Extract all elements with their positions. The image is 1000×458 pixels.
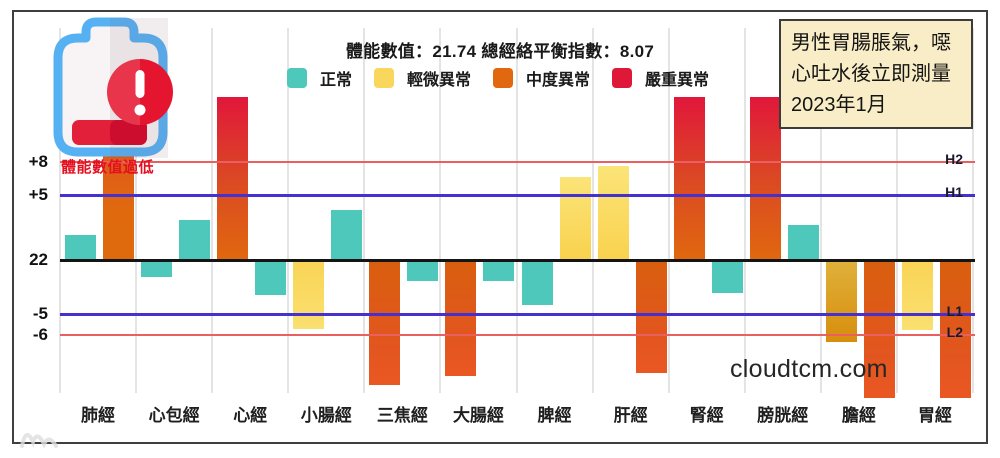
baseline xyxy=(60,259,975,262)
x-label-11: 胃經 xyxy=(917,406,952,425)
line-label-H1: H1 xyxy=(945,184,963,200)
low-energy-warning-text: 體能數值過低 xyxy=(61,159,155,176)
annotation-line-2: 心吐水後立即測量 xyxy=(791,63,951,85)
legend-item-1: 輕微異常 xyxy=(374,66,471,90)
gridline xyxy=(59,28,61,393)
bar-9-left xyxy=(749,96,781,260)
legend-label: 正常 xyxy=(320,72,353,89)
threshold-line-L2 xyxy=(60,334,975,336)
x-label-4: 三焦經 xyxy=(376,406,428,425)
gridline xyxy=(895,28,898,393)
x-label-3: 小腸經 xyxy=(300,406,352,425)
bar-10-right xyxy=(863,260,895,398)
annotation-line-3: 2023年1月 xyxy=(791,94,887,116)
bar-6-left xyxy=(521,260,553,305)
bar-8-right xyxy=(711,260,743,293)
legend-label: 中度異常 xyxy=(526,72,591,89)
gridline xyxy=(972,28,974,393)
bar-3-left xyxy=(293,260,325,329)
legend-swatch-icon xyxy=(374,68,395,88)
bar-11-left xyxy=(901,260,933,331)
bar-11-right xyxy=(939,260,971,398)
threshold-line-H1 xyxy=(60,194,975,197)
bar-10-left xyxy=(825,260,857,343)
x-label-1: 心包經 xyxy=(148,406,200,425)
line-label-H2: H2 xyxy=(945,151,963,167)
x-label-9: 膀胱經 xyxy=(757,406,809,425)
line-label-L2: L2 xyxy=(946,324,963,340)
x-label-6: 脾經 xyxy=(537,406,572,425)
x-label-5: 大腸經 xyxy=(452,406,504,425)
x-label-10: 膽經 xyxy=(841,406,876,425)
bar-7-left xyxy=(597,165,629,260)
bar-4-left xyxy=(369,260,401,385)
watermark-text: cloudtcm.com xyxy=(730,355,888,383)
bar-5-left xyxy=(445,260,477,377)
gridline xyxy=(667,28,670,393)
gridline xyxy=(135,28,138,393)
yaxis-label-L1: -5 xyxy=(32,304,48,323)
annotation-note: 男性胃腸脹氣，噁 心吐水後立即測量 2023年1月 xyxy=(779,19,973,129)
gridline xyxy=(515,28,518,393)
bar-1-right xyxy=(179,220,211,260)
legend: 正常 輕微異常 中度異常 嚴重異常 xyxy=(287,66,709,90)
x-label-7: 肝經 xyxy=(613,406,648,425)
bar-7-right xyxy=(635,260,667,373)
legend-swatch-icon xyxy=(612,68,633,88)
bar-9-right xyxy=(787,224,819,260)
legend-swatch-icon xyxy=(493,68,514,88)
yaxis-label-L2: -6 xyxy=(32,325,48,344)
legend-item-3: 嚴重異常 xyxy=(612,66,709,90)
bar-0-left xyxy=(65,234,96,260)
bar-6-right xyxy=(559,176,591,260)
yaxis-label-H2: +8 xyxy=(28,152,48,171)
gridline xyxy=(591,28,594,393)
legend-swatch-icon xyxy=(287,68,307,88)
x-label-2: 心經 xyxy=(233,406,268,425)
bar-5-right xyxy=(483,260,515,281)
chart-frame-border xyxy=(12,10,988,444)
bar-2-right xyxy=(255,260,287,296)
threshold-line-H2 xyxy=(60,161,975,163)
gridline xyxy=(211,28,214,393)
x-label-8: 腎經 xyxy=(689,406,724,425)
legend-label: 輕微異常 xyxy=(407,72,472,89)
threshold-line-L1 xyxy=(60,313,975,316)
gridline xyxy=(819,28,822,393)
low-battery-warning-icon xyxy=(53,17,173,158)
bar-4-right xyxy=(407,260,439,281)
gridline xyxy=(287,28,290,393)
x-label-0: 肺經 xyxy=(81,406,116,425)
bar-0-right xyxy=(103,152,134,260)
legend-label: 嚴重異常 xyxy=(645,72,710,89)
bar-8-left xyxy=(673,96,705,260)
bar-1-left xyxy=(141,260,173,277)
annotation-line-1: 男性胃腸脹氣，噁 xyxy=(791,32,951,54)
legend-item-2: 中度異常 xyxy=(493,66,590,90)
bar-3-right xyxy=(331,210,363,260)
corner-logo-watermark-icon xyxy=(20,433,58,449)
gridline xyxy=(743,28,746,393)
bar-2-left xyxy=(217,96,249,260)
legend-item-0: 正常 xyxy=(287,66,352,90)
gridline xyxy=(439,28,442,393)
gridline xyxy=(363,28,366,393)
yaxis-label-H1: +5 xyxy=(28,185,48,204)
yaxis-label-baseline: 22 xyxy=(29,250,48,269)
chart-title: 體能數值：21.74 總經絡平衡指數：8.07 xyxy=(345,42,655,61)
line-label-L1: L1 xyxy=(946,303,963,319)
